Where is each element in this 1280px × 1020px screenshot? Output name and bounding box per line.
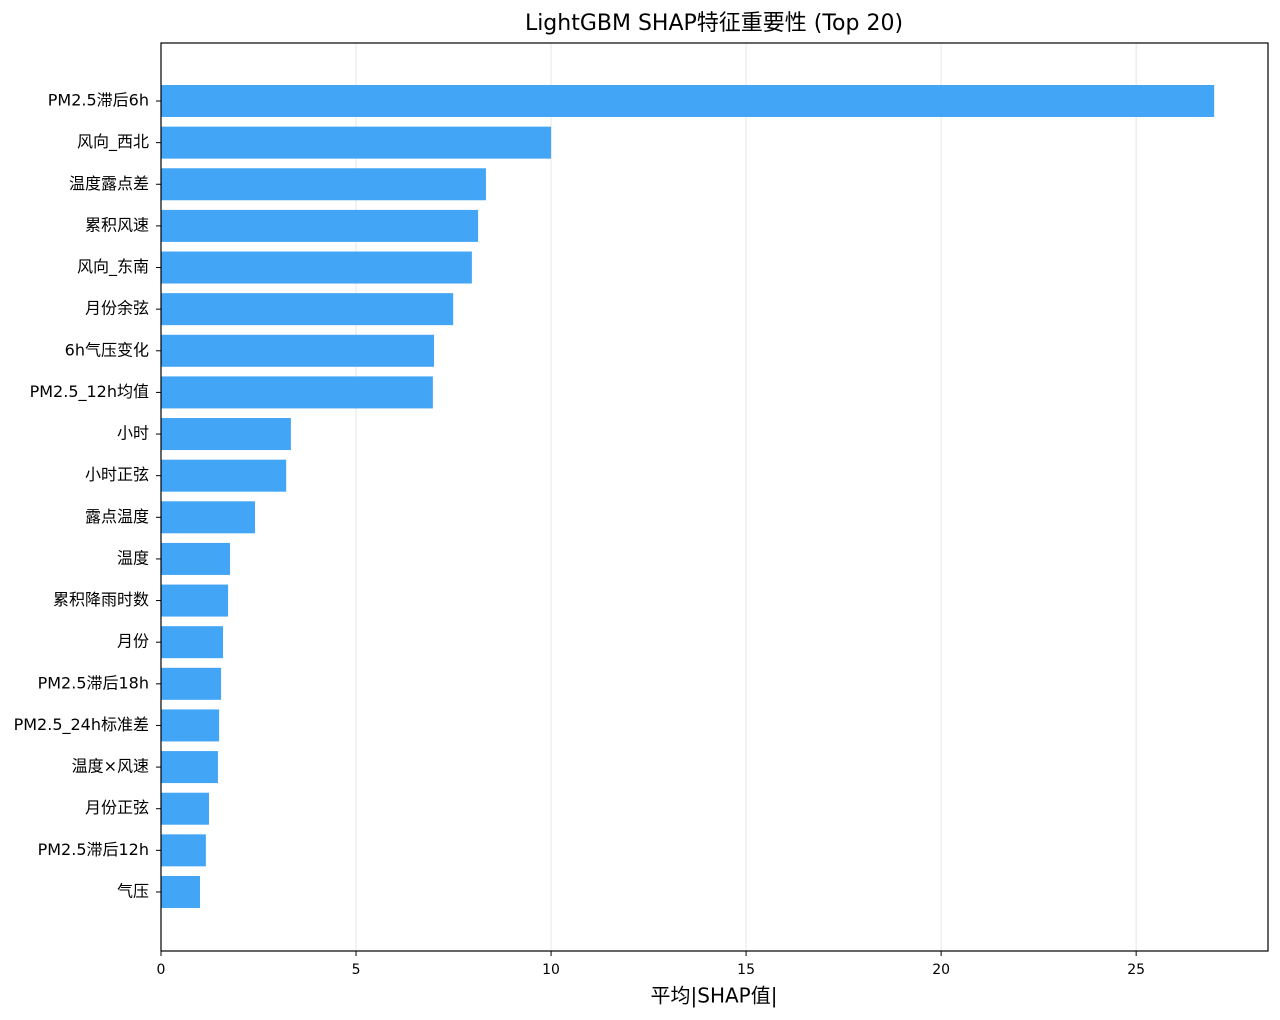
bar — [161, 584, 229, 617]
y-tick-label: 累积降雨时数 — [53, 590, 149, 609]
x-axis-label: 平均|SHAP值| — [651, 984, 778, 1008]
x-tick-label: 10 — [542, 962, 560, 978]
y-tick-label: 温度露点差 — [69, 174, 149, 193]
bar — [161, 85, 1215, 117]
bar — [161, 875, 201, 908]
y-tick-label: 气压 — [117, 881, 149, 900]
y-tick-label: PM2.5滞后6h — [48, 91, 149, 110]
bar — [161, 168, 486, 201]
bar — [161, 792, 209, 825]
bar — [161, 459, 287, 492]
y-tick-label: 风向_东南 — [77, 257, 149, 277]
y-tick-label: PM2.5_12h均值 — [30, 382, 149, 402]
x-tick-label: 15 — [737, 962, 755, 978]
bar — [161, 834, 206, 867]
bar — [161, 126, 552, 159]
bar — [161, 293, 454, 326]
bar — [161, 667, 222, 700]
y-tick-label: PM2.5滞后12h — [38, 840, 149, 859]
bar — [161, 709, 220, 742]
x-tick-label: 20 — [932, 962, 950, 978]
y-tick-label: 小时 — [117, 424, 149, 443]
y-tick-label: 风向_西北 — [77, 132, 149, 152]
y-tick-label: 温度×风速 — [72, 757, 149, 776]
bar — [161, 418, 291, 451]
bar — [161, 751, 218, 784]
bar — [161, 334, 435, 367]
bar — [161, 501, 256, 534]
y-tick-label: 小时正弦 — [85, 465, 149, 484]
axes-frame — [160, 42, 1269, 952]
y-tick-label: PM2.5_24h标准差 — [14, 715, 149, 735]
x-tick-label: 0 — [157, 962, 166, 978]
bar — [161, 626, 224, 659]
y-tick-label: 累积风速 — [85, 215, 149, 234]
y-tick-label: 温度 — [117, 548, 149, 567]
bar — [161, 542, 231, 575]
y-tick-label: 月份余弦 — [85, 299, 149, 318]
y-tick-label: 6h气压变化 — [65, 340, 149, 359]
y-tick-label: 月份正弦 — [85, 798, 149, 817]
y-tick-label: PM2.5滞后18h — [38, 673, 149, 692]
chart-title: LightGBM SHAP特征重要性 (Top 20) — [525, 11, 903, 36]
x-tick-label: 5 — [352, 962, 361, 978]
y-tick-label: 月份 — [117, 632, 149, 651]
x-tick-label: 25 — [1127, 962, 1145, 978]
bar — [161, 251, 472, 284]
bar — [161, 209, 479, 242]
bar — [161, 376, 433, 409]
y-tick-label: 露点温度 — [85, 507, 149, 526]
